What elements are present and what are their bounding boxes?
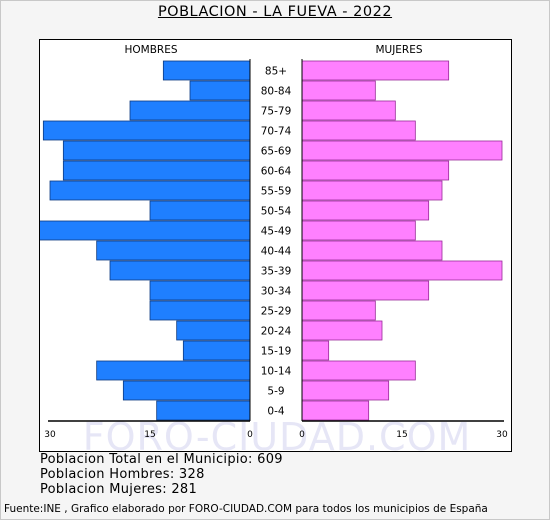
bar-men-50-54 — [149, 200, 251, 221]
bar-men-35-39 — [109, 260, 251, 281]
women-header: MUJERES — [375, 44, 422, 56]
age-label-65-69: 65-69 — [261, 146, 292, 158]
bar-men-30-34 — [149, 280, 251, 301]
bar-men-15-19 — [182, 340, 251, 361]
bar-men-10-14 — [96, 360, 251, 381]
bar-women-35-39 — [301, 260, 503, 281]
bar-women-45-49 — [301, 220, 416, 241]
women-tick-15: 15 — [396, 430, 407, 440]
age-label-15-19: 15-19 — [261, 346, 292, 358]
age-label-40-44: 40-44 — [261, 246, 292, 258]
bar-women-40-44 — [301, 240, 443, 261]
bars-group — [40, 60, 503, 421]
axes-group: 30 15 0 0 15 30 — [44, 59, 508, 440]
bar-women-55-59 — [301, 180, 443, 201]
age-label-5-9: 5-9 — [267, 386, 284, 398]
bar-women-50-54 — [301, 200, 430, 221]
bar-women-85+ — [301, 60, 450, 81]
bar-men-60-64 — [62, 160, 251, 181]
bar-men-5-9 — [122, 380, 251, 401]
bar-women-5-9 — [301, 380, 390, 401]
men-tick-30: 30 — [44, 430, 56, 440]
bar-women-65-69 — [301, 140, 503, 161]
bar-men-75-79 — [129, 100, 251, 121]
men-tick-15: 15 — [144, 430, 155, 440]
footer-source: Fuente:INE , Grafico elaborado por FORO-… — [4, 503, 488, 515]
age-label-55-59: 55-59 — [261, 186, 292, 198]
bar-men-70-74 — [42, 120, 251, 141]
bar-men-40-44 — [96, 240, 251, 261]
bar-men-55-59 — [49, 180, 251, 201]
age-label-85+: 85+ — [265, 66, 287, 78]
age-label-10-14: 10-14 — [261, 366, 292, 378]
age-label-70-74: 70-74 — [261, 126, 292, 138]
age-label-80-84: 80-84 — [261, 86, 292, 98]
men-header: HOMBRES — [124, 44, 177, 56]
chart-title: POBLACION - LA FUEVA - 2022 — [157, 4, 393, 20]
bar-men-80-84 — [189, 80, 251, 101]
bar-women-80-84 — [301, 80, 376, 101]
women-tick-30: 30 — [496, 430, 508, 440]
bar-women-25-29 — [301, 300, 376, 321]
chart-panel: FORO-CIUDAD.COM 85+ 80-84 75-79 70-74 65-69 6… — [39, 39, 512, 452]
age-label-45-49: 45-49 — [261, 226, 292, 238]
bar-men-0-4 — [156, 400, 251, 421]
bar-women-70-74 — [301, 120, 416, 141]
bar-women-60-64 — [301, 160, 450, 181]
age-label-50-54: 50-54 — [261, 206, 292, 218]
age-label-60-64: 60-64 — [261, 166, 292, 178]
age-label-25-29: 25-29 — [261, 306, 292, 318]
bar-men-20-24 — [176, 320, 251, 341]
total-population: Poblacion Total en el Municipio: 609 — [40, 452, 283, 467]
bar-men-65-69 — [62, 140, 251, 161]
bar-women-20-24 — [301, 320, 383, 341]
age-label-0-4: 0-4 — [267, 406, 284, 418]
age-labels-group: 85+ 80-84 75-79 70-74 65-69 60-64 55-59 50-54 45… — [261, 66, 292, 418]
men-tick-0: 0 — [247, 430, 253, 440]
bar-men-45-49 — [40, 220, 251, 241]
population-pyramid: FORO-CIUDAD.COM 85+80-8475-7970-7465-696… — [40, 44, 508, 451]
age-label-30-34: 30-34 — [261, 286, 292, 298]
bar-women-30-34 — [301, 280, 430, 301]
age-label-75-79: 75-79 — [261, 106, 292, 118]
bar-women-15-19 — [301, 340, 330, 361]
bar-men-85+ — [162, 60, 251, 81]
men-population: Poblacion Hombres: 328 — [40, 467, 205, 482]
women-tick-0: 0 — [299, 430, 305, 440]
bar-men-25-29 — [149, 300, 251, 321]
bar-women-0-4 — [301, 400, 370, 421]
bar-women-75-79 — [301, 100, 396, 121]
women-population: Poblacion Mujeres: 281 — [40, 482, 198, 497]
bar-women-10-14 — [301, 360, 416, 381]
age-label-20-24: 20-24 — [261, 326, 292, 338]
age-label-35-39: 35-39 — [261, 266, 292, 278]
